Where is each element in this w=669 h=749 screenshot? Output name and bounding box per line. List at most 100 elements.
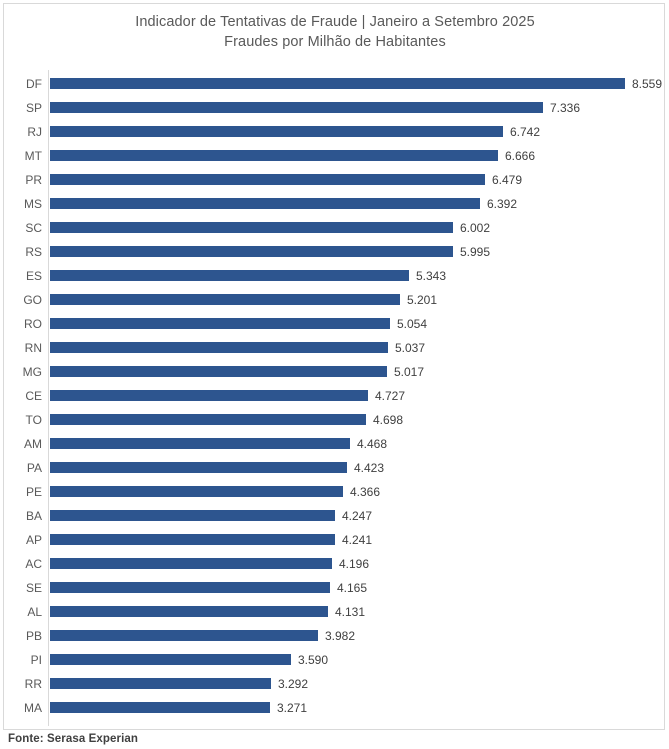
- bar-pr[interactable]: [50, 174, 485, 185]
- value-label-go: 5.201: [407, 293, 438, 307]
- value-label-ba: 4.247: [342, 509, 373, 523]
- value-label-es: 5.343: [416, 269, 447, 283]
- value-label-ms: 6.392: [487, 197, 518, 211]
- category-label-ce: CE: [25, 389, 42, 403]
- bar-row: MT 6.666: [4, 144, 666, 168]
- category-label-sc: SC: [25, 221, 42, 235]
- bar-go[interactable]: [50, 294, 400, 305]
- bar-row: PI 3.590: [4, 648, 666, 672]
- source-note: Fonte: Serasa Experian: [8, 733, 139, 745]
- value-label-sc: 6.002: [460, 221, 491, 235]
- category-label-al: AL: [27, 605, 42, 619]
- bar-row: GO 5.201: [4, 288, 666, 312]
- bar-df[interactable]: [50, 78, 625, 89]
- category-label-pe: PE: [25, 485, 42, 499]
- category-label-pr: PR: [25, 173, 42, 187]
- value-label-ma: 3.271: [277, 701, 308, 715]
- chart-title: Indicador de Tentativas de Fraude | Jane…: [135, 14, 535, 50]
- value-label-pa: 4.423: [354, 461, 385, 475]
- value-label-ac: 4.196: [339, 557, 370, 571]
- value-label-ro: 5.054: [397, 317, 428, 331]
- value-label-pr: 6.479: [492, 173, 523, 187]
- bar-row: AC 4.196: [4, 552, 666, 576]
- category-label-ro: RO: [24, 317, 42, 331]
- bar-rs[interactable]: [50, 246, 453, 257]
- value-label-rr: 3.292: [278, 677, 309, 691]
- value-label-se: 4.165: [337, 581, 368, 595]
- bar-al[interactable]: [50, 606, 328, 617]
- value-label-rj: 6.742: [510, 125, 541, 139]
- bar-row: AP 4.241: [4, 528, 666, 552]
- bar-ac[interactable]: [50, 558, 332, 569]
- bar-row: SP 7.336: [4, 96, 666, 120]
- bar-row: TO 4.698: [4, 408, 666, 432]
- value-label-rs: 5.995: [460, 245, 491, 259]
- bar-row: MA 3.271: [4, 696, 666, 720]
- chart-card: Indicador de Tentativas de Fraude | Jane…: [3, 3, 665, 730]
- bar-rn[interactable]: [50, 342, 388, 353]
- bar-row: MG 5.017: [4, 360, 666, 384]
- category-label-ms: MS: [24, 197, 42, 211]
- bar-row: CE 4.727: [4, 384, 666, 408]
- category-label-pi: PI: [30, 653, 42, 667]
- bar-pa[interactable]: [50, 462, 347, 473]
- value-label-to: 4.698: [373, 413, 404, 427]
- bar-ce[interactable]: [50, 390, 368, 401]
- bar-es[interactable]: [50, 270, 409, 281]
- category-label-rn: RN: [24, 341, 42, 355]
- bar-se[interactable]: [50, 582, 330, 593]
- category-label-am: AM: [24, 437, 42, 451]
- bar-mt[interactable]: [50, 150, 498, 161]
- bar-sc[interactable]: [50, 222, 453, 233]
- category-label-ac: AC: [25, 557, 42, 571]
- category-label-se: SE: [25, 581, 42, 595]
- bar-row: RN 5.037: [4, 336, 666, 360]
- value-label-pe: 4.366: [350, 485, 381, 499]
- bar-pb[interactable]: [50, 630, 318, 641]
- value-label-al: 4.131: [335, 605, 366, 619]
- category-label-es: ES: [25, 269, 42, 283]
- bar-row: AL 4.131: [4, 600, 666, 624]
- plot-area: DF 8.559 SP 7.336 RJ 6.742 MT 6.666 PR 6.479 MS 6.3…: [4, 70, 666, 730]
- bar-pe[interactable]: [50, 486, 343, 497]
- value-label-rn: 5.037: [395, 341, 426, 355]
- bar-row: PE 4.366: [4, 480, 666, 504]
- value-label-ce: 4.727: [375, 389, 406, 403]
- bar-ap[interactable]: [50, 534, 335, 545]
- bar-row: PB 3.982: [4, 624, 666, 648]
- category-label-pb: PB: [25, 629, 42, 643]
- bar-rr[interactable]: [50, 678, 271, 689]
- category-label-mt: MT: [24, 149, 42, 163]
- bar-row: RS 5.995: [4, 240, 666, 264]
- category-label-df: DF: [26, 77, 42, 91]
- bar-mg[interactable]: [50, 366, 387, 377]
- bar-ma[interactable]: [50, 702, 270, 713]
- bar-row: ES 5.343: [4, 264, 666, 288]
- value-label-mg: 5.017: [394, 365, 425, 379]
- bar-row: RJ 6.742: [4, 120, 666, 144]
- category-label-pa: PA: [26, 461, 42, 475]
- bar-to[interactable]: [50, 414, 366, 425]
- value-label-ap: 4.241: [342, 533, 373, 547]
- category-label-to: TO: [25, 413, 42, 427]
- bar-am[interactable]: [50, 438, 350, 449]
- value-label-pb: 3.982: [325, 629, 356, 643]
- category-label-go: GO: [23, 293, 42, 307]
- bar-ro[interactable]: [50, 318, 390, 329]
- bar-row: SC 6.002: [4, 216, 666, 240]
- bar-ba[interactable]: [50, 510, 335, 521]
- category-label-rs: RS: [25, 245, 42, 259]
- category-label-ba: BA: [25, 509, 42, 523]
- value-label-df: 8.559: [632, 77, 663, 91]
- bar-rj[interactable]: [50, 126, 503, 137]
- bar-ms[interactable]: [50, 198, 480, 209]
- category-label-rr: RR: [24, 677, 42, 691]
- bar-pi[interactable]: [50, 654, 291, 665]
- bar-sp[interactable]: [50, 102, 543, 113]
- category-label-ap: AP: [25, 533, 42, 547]
- bar-row: PA 4.423: [4, 456, 666, 480]
- bar-row: DF 8.559: [4, 72, 666, 96]
- value-label-mt: 6.666: [505, 149, 536, 163]
- bar-row: SE 4.165: [4, 576, 666, 600]
- bar-row: AM 4.468: [4, 432, 666, 456]
